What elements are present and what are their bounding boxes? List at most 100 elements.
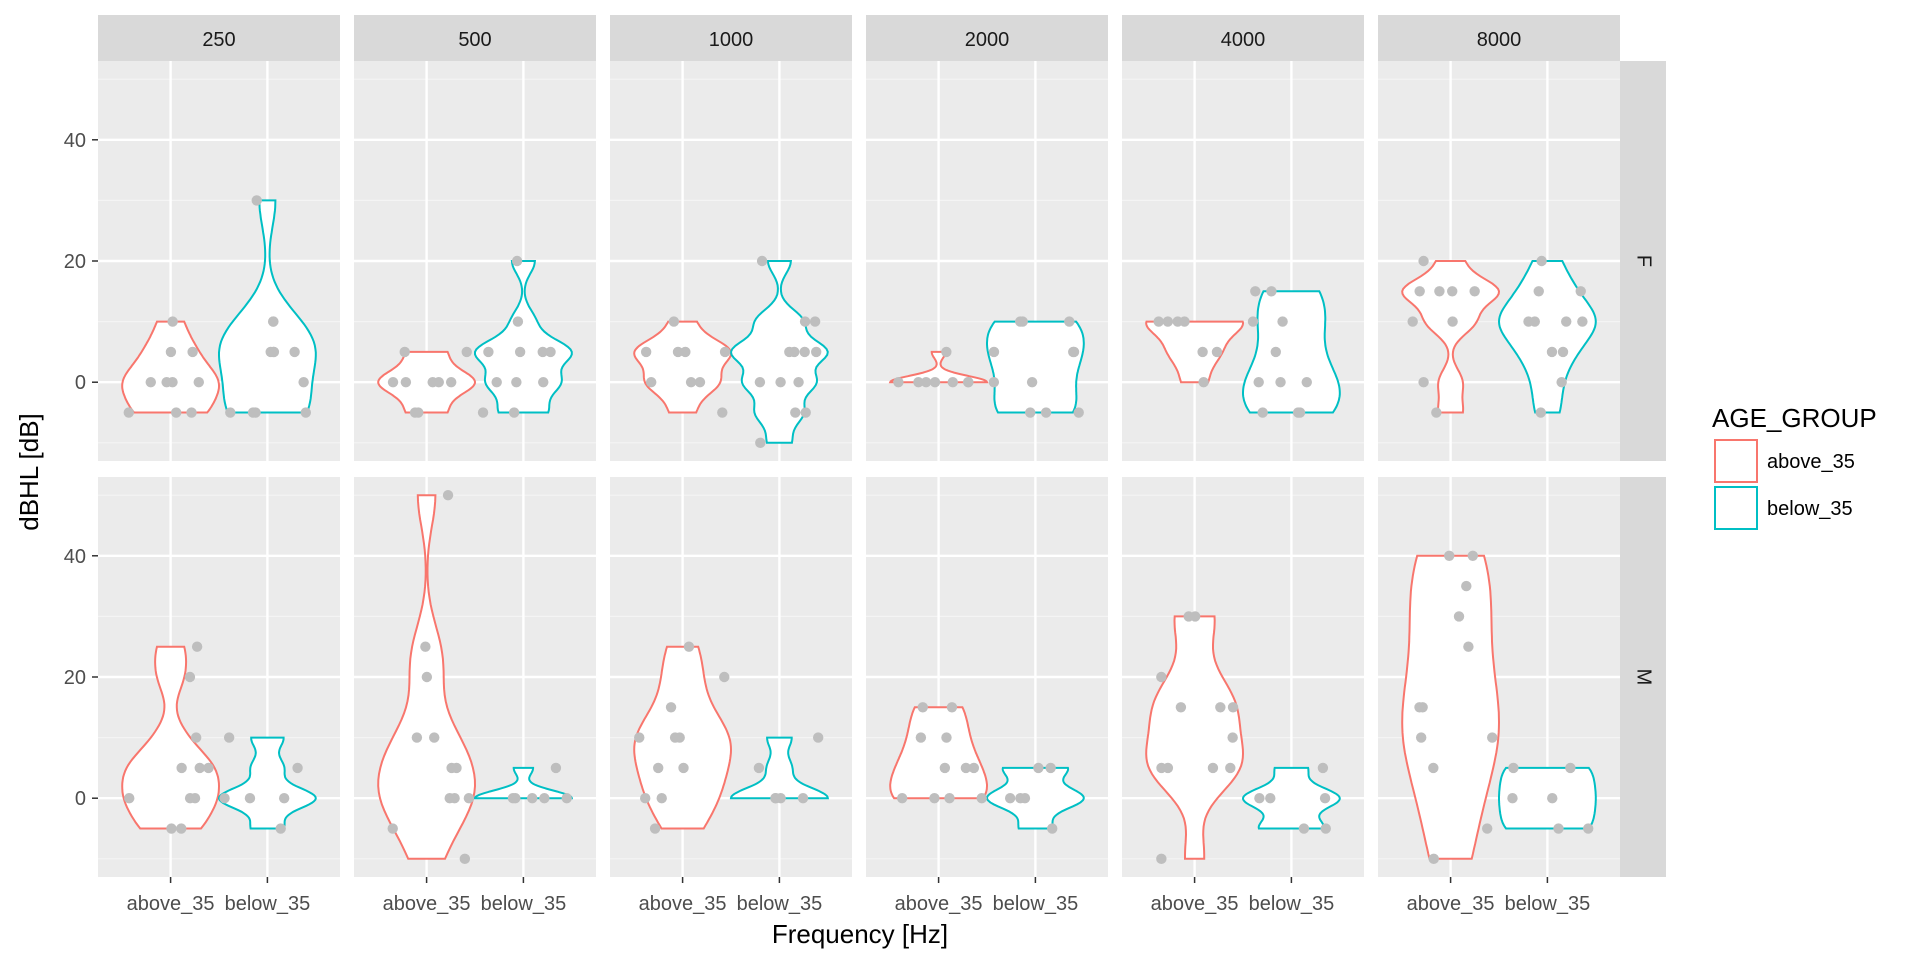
data-point [420, 641, 431, 652]
data-point [793, 377, 804, 388]
data-point [1535, 407, 1546, 418]
data-point [1317, 762, 1329, 774]
data-point [1428, 853, 1439, 865]
data-point [656, 793, 667, 804]
y-tick-label: 20 [64, 667, 86, 689]
data-point [1253, 377, 1264, 388]
data-point [1004, 793, 1016, 804]
data-point [459, 853, 471, 865]
data-point [754, 377, 766, 388]
data-point [1277, 316, 1288, 327]
facet-panel-F-8000 [1378, 61, 1620, 461]
data-point [665, 702, 677, 713]
data-point [1536, 255, 1547, 267]
data-point [672, 346, 684, 358]
x-tick-label: below_35 [1249, 893, 1335, 915]
data-point [1265, 793, 1276, 804]
data-point [1547, 793, 1558, 804]
data-point [1507, 793, 1518, 804]
facet-strip-label: 8000 [1477, 29, 1522, 51]
data-point [988, 346, 1000, 358]
data-point [268, 316, 279, 327]
data-point [511, 255, 523, 267]
x-tick-label: above_35 [895, 893, 983, 915]
data-point [194, 762, 205, 774]
data-point [917, 702, 928, 713]
violin-above_35 [1401, 260, 1501, 414]
x-tick-label: below_35 [225, 893, 311, 915]
data-point [960, 762, 972, 774]
data-point [893, 377, 904, 388]
data-point [1414, 286, 1425, 297]
data-point [461, 346, 472, 358]
data-point [167, 377, 178, 388]
data-point [800, 407, 811, 418]
violin-above_35 [889, 706, 988, 800]
data-point [1301, 377, 1312, 388]
data-point [400, 377, 412, 388]
legend-title: AGE_GROUP [1712, 403, 1877, 433]
data-point [1247, 316, 1259, 327]
data-point [668, 316, 680, 327]
data-point [1227, 702, 1239, 713]
data-point [399, 346, 410, 358]
violin-below_35 [986, 320, 1085, 414]
data-point [719, 671, 730, 683]
facet-strip-label: 500 [458, 29, 491, 51]
data-point [1254, 793, 1265, 804]
data-point [1040, 407, 1052, 418]
data-point [683, 641, 695, 652]
data-point [1033, 762, 1044, 774]
data-point [1298, 823, 1310, 834]
data-point [244, 793, 256, 804]
data-point [811, 346, 822, 358]
data-point [1467, 550, 1478, 561]
violin-above_35 [121, 320, 220, 414]
data-point [514, 346, 526, 358]
facet-panel-M-500 [354, 477, 596, 877]
data-point [527, 793, 538, 804]
data-point [896, 793, 908, 804]
x-tick-label: below_35 [481, 893, 567, 915]
violin-below_35 [985, 766, 1085, 830]
data-point [640, 346, 652, 358]
data-point [1275, 377, 1286, 388]
data-point [1414, 702, 1425, 713]
data-point [640, 793, 651, 804]
violin-below_35 [473, 766, 574, 800]
data-point [268, 346, 280, 358]
data-point [915, 732, 927, 743]
data-point [451, 762, 462, 774]
y-axis-title: dBHL [dB] [14, 413, 44, 531]
data-point [645, 377, 657, 388]
data-point [941, 346, 952, 358]
data-point [1577, 316, 1588, 327]
y-tick-label: 0 [75, 788, 86, 810]
data-point [512, 316, 524, 327]
data-point [1179, 316, 1190, 327]
data-point [1257, 407, 1268, 418]
data-point [946, 702, 958, 713]
data-point [1025, 407, 1036, 418]
data-point [1215, 702, 1226, 713]
data-point [411, 732, 423, 743]
data-point [508, 407, 520, 418]
data-point [300, 407, 312, 418]
data-point [186, 407, 197, 418]
data-point [790, 407, 801, 418]
data-point [442, 489, 454, 501]
facet-panel-M-2000 [866, 477, 1108, 877]
facet-strip-250 [98, 15, 340, 61]
data-point [491, 377, 502, 388]
facet-strip-label: 4000 [1221, 29, 1266, 51]
data-point [1561, 316, 1572, 327]
data-point [988, 377, 1000, 388]
violin-below_35 [1497, 260, 1597, 414]
data-point [537, 346, 548, 358]
data-point [1162, 316, 1174, 327]
data-point [1461, 580, 1472, 592]
facet-strip-500 [354, 15, 596, 61]
data-point [1431, 407, 1442, 418]
x-tick-label: below_35 [1505, 893, 1591, 915]
